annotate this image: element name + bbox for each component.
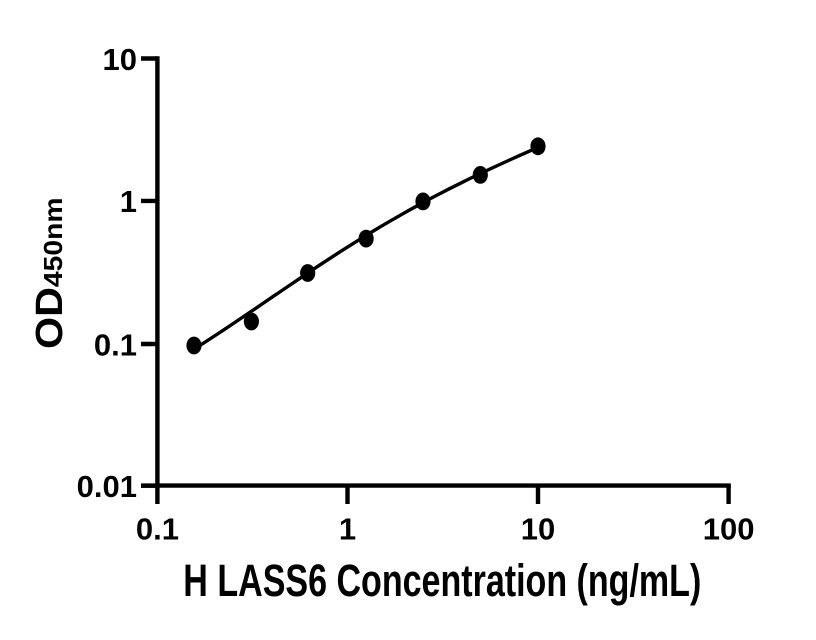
svg-text:0.01: 0.01	[77, 469, 137, 504]
svg-text:1: 1	[339, 512, 356, 547]
svg-text:1: 1	[120, 184, 137, 219]
svg-text:0.1: 0.1	[136, 512, 179, 547]
svg-text:10: 10	[103, 42, 137, 77]
svg-text:0.1: 0.1	[94, 327, 137, 362]
svg-text:100: 100	[703, 512, 755, 547]
svg-text:10: 10	[521, 512, 555, 547]
svg-text:H LASS6 Concentration (ng/mL): H LASS6 Concentration (ng/mL)	[183, 555, 701, 606]
